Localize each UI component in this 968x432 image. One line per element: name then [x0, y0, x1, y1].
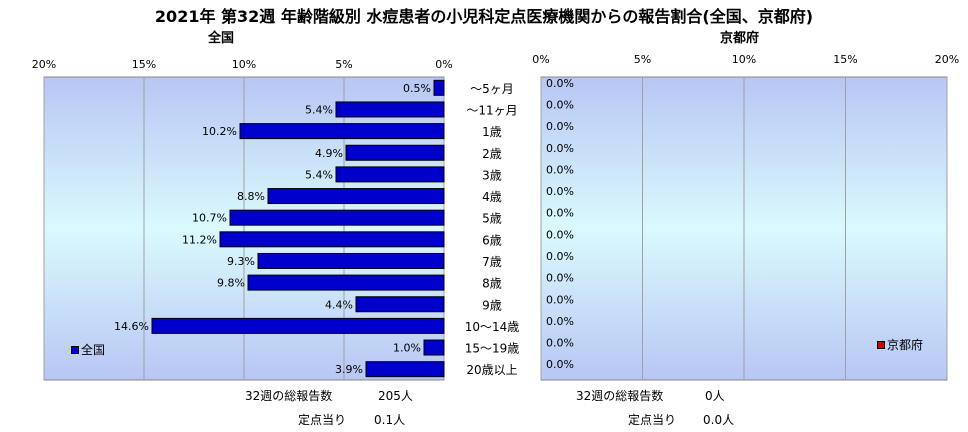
left-bar — [335, 166, 445, 183]
left-data-label: 5.4% — [305, 103, 333, 116]
right-total-label: 32週の総報告数 — [576, 389, 664, 403]
left-data-label: 9.3% — [227, 255, 255, 268]
left-data-label: 1.0% — [393, 342, 421, 355]
left-total-label: 32週の総報告数 — [245, 389, 333, 403]
left-data-label: 11.2% — [182, 233, 217, 246]
right-legend: 京都府 — [877, 336, 923, 353]
category-label: 3歳 — [482, 168, 502, 182]
left-tick-label: 5% — [335, 58, 352, 71]
left-data-label: 4.4% — [325, 298, 353, 311]
left-bar — [239, 123, 445, 140]
left-total-value: 205人 — [378, 389, 413, 403]
category-label: 2歳 — [482, 147, 502, 161]
left-bar — [423, 339, 445, 356]
left-bar — [345, 144, 445, 161]
left-data-label: 3.9% — [335, 363, 363, 376]
left-bar — [257, 252, 445, 269]
category-label: ～11ヶ月 — [466, 103, 517, 117]
right-data-label: 0.0% — [546, 207, 574, 220]
category-label: 6歳 — [482, 233, 502, 247]
right-data-label: 0.0% — [546, 358, 574, 371]
left-data-label: 8.8% — [237, 190, 265, 203]
right-data-label: 0.0% — [546, 250, 574, 263]
right-data-label: 0.0% — [546, 185, 574, 198]
legend-label-zenkoku: 全国 — [81, 343, 106, 357]
left-tick-label: 15% — [132, 58, 156, 71]
left-per-label: 定点当り — [298, 413, 347, 427]
right-data-label: 0.0% — [546, 337, 574, 350]
right-tick-label: 5% — [634, 53, 651, 66]
left-bar — [151, 317, 445, 334]
right-tick-label: 20% — [935, 53, 959, 66]
left-data-label: 9.8% — [217, 277, 245, 290]
right-total-value: 0人 — [705, 389, 725, 403]
left-bar — [219, 231, 445, 248]
category-label: 1歳 — [482, 125, 502, 139]
right-tick-label: 0% — [532, 53, 549, 66]
left-panel-title: 全国 — [208, 31, 235, 46]
right-data-label: 0.0% — [546, 272, 574, 285]
legend-label-kyoto: 京都府 — [887, 338, 924, 352]
left-data-label: 10.2% — [202, 125, 237, 138]
right-tick-label: 15% — [833, 53, 857, 66]
legend-swatch-zenkoku — [71, 345, 79, 354]
category-label: 8歳 — [482, 277, 502, 291]
left-tick-label: 0% — [435, 58, 452, 71]
right-data-label: 0.0% — [546, 315, 574, 328]
category-label: 4歳 — [482, 190, 502, 204]
left-data-label: 10.7% — [192, 212, 227, 225]
right-data-label: 0.0% — [546, 142, 574, 155]
category-label: 20歳以上 — [466, 363, 517, 377]
left-legend: 全国 — [71, 341, 105, 358]
left-bar — [365, 361, 445, 378]
category-label: 15～19歳 — [465, 342, 520, 356]
right-data-label: 0.0% — [546, 293, 574, 306]
left-tick-label: 10% — [232, 58, 256, 71]
left-bar — [267, 188, 445, 205]
legend-swatch-kyoto — [877, 340, 885, 349]
right-tick-label: 10% — [732, 53, 756, 66]
category-label: 9歳 — [482, 298, 502, 312]
category-label: ～5ヶ月 — [470, 82, 514, 96]
chart-title: 2021年 第32週 年齢階級別 水痘患者の小児科定点医療機関からの報告割合(全… — [154, 7, 814, 26]
right-data-label: 0.0% — [546, 163, 574, 176]
left-bar — [355, 296, 445, 313]
left-per-value: 0.1人 — [374, 413, 406, 427]
left-bar — [229, 209, 445, 226]
right-data-label: 0.0% — [546, 120, 574, 133]
right-data-label: 0.0% — [546, 228, 574, 241]
left-bar — [335, 101, 445, 118]
right-panel-title: 京都府 — [720, 31, 760, 46]
category-label: 7歳 — [482, 255, 502, 269]
left-bar — [433, 79, 445, 96]
left-data-label: 0.5% — [403, 82, 431, 95]
left-data-label: 5.4% — [305, 168, 333, 181]
category-label: 5歳 — [482, 212, 502, 226]
right-per-label: 定点当り — [628, 413, 677, 427]
category-label: 10～14歳 — [465, 320, 520, 334]
right-per-value: 0.0人 — [703, 413, 735, 427]
left-tick-label: 20% — [32, 58, 56, 71]
left-data-label: 4.9% — [315, 147, 343, 160]
right-data-label: 0.0% — [546, 77, 574, 90]
left-data-label: 14.6% — [114, 320, 149, 333]
right-data-label: 0.0% — [546, 98, 574, 111]
left-bar — [247, 274, 445, 291]
